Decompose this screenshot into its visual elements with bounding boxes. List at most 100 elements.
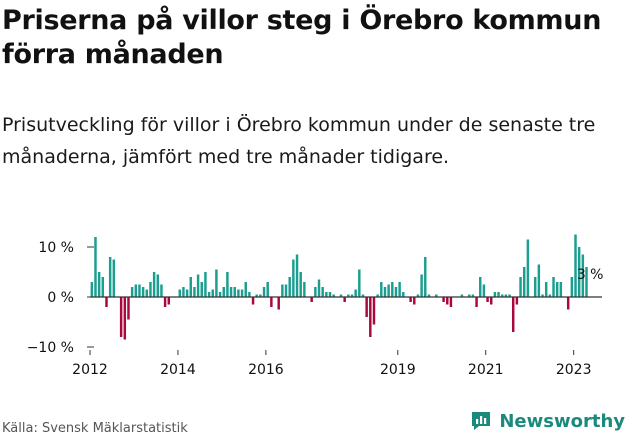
bar <box>248 292 251 297</box>
bar <box>270 297 273 307</box>
bar <box>570 277 574 297</box>
bar <box>511 297 515 332</box>
bar <box>574 234 577 297</box>
bar <box>577 247 581 297</box>
bar <box>468 294 471 297</box>
newsworthy-icon <box>472 412 491 430</box>
bar <box>449 297 453 307</box>
bar <box>134 284 138 297</box>
bar <box>365 297 368 317</box>
bar <box>446 297 449 305</box>
bar <box>548 294 552 297</box>
bar <box>94 237 97 297</box>
bar <box>339 294 343 297</box>
bar <box>90 282 94 297</box>
bar <box>262 287 266 297</box>
bar <box>321 287 324 297</box>
bar <box>185 289 189 297</box>
bar <box>504 294 508 297</box>
bar <box>372 297 376 325</box>
bar <box>167 297 171 305</box>
bar <box>493 292 497 297</box>
bar <box>152 272 156 297</box>
bar <box>119 297 123 337</box>
bar <box>112 259 116 297</box>
bar <box>222 287 225 297</box>
bar <box>369 297 372 337</box>
bar <box>196 274 200 297</box>
bar <box>402 292 405 297</box>
bar <box>160 284 163 297</box>
bar <box>361 294 365 297</box>
bar <box>299 272 302 297</box>
brand-name: Newsworthy <box>499 410 625 432</box>
bar <box>354 289 357 297</box>
page-subtitle: Prisutveckling för villor i Örebro kommu… <box>2 114 596 168</box>
bar <box>130 287 134 297</box>
bar <box>138 284 141 297</box>
bar <box>251 297 255 305</box>
x-tick-label: 2016 <box>248 362 284 378</box>
bar <box>215 269 218 297</box>
bar <box>350 294 354 297</box>
bar <box>105 297 108 307</box>
y-tick-label: 0 % <box>47 290 74 306</box>
bar <box>435 294 438 297</box>
bar <box>218 292 222 297</box>
y-tick-label: 10 % <box>38 240 74 256</box>
x-tick-label: 2019 <box>380 362 416 378</box>
bar <box>97 272 101 297</box>
bar <box>259 294 262 297</box>
bar <box>471 294 475 297</box>
bar <box>226 272 229 297</box>
bar <box>277 297 280 310</box>
bar <box>413 297 416 305</box>
bar <box>310 297 313 302</box>
bar <box>537 264 541 297</box>
bar <box>332 294 335 297</box>
bar <box>163 297 167 307</box>
bar <box>559 282 563 297</box>
bar <box>566 297 570 310</box>
bar <box>200 282 203 297</box>
last-value-label: 3 % <box>577 267 604 283</box>
bar <box>475 297 478 307</box>
bar-chart: 10 % 0 % −10 % 2012 2014 2016 2019 2021 2023 3 % <box>27 234 604 378</box>
bar <box>376 294 379 297</box>
bar <box>123 297 127 340</box>
bar <box>207 292 211 297</box>
bar <box>420 274 423 297</box>
bar <box>416 294 420 297</box>
bar <box>555 282 559 297</box>
bar <box>383 287 387 297</box>
bar <box>204 272 207 297</box>
bar <box>460 294 464 297</box>
bar <box>317 279 321 297</box>
bar <box>519 277 522 297</box>
bar <box>149 282 152 297</box>
bar <box>409 297 412 302</box>
bar <box>233 287 236 297</box>
bar <box>211 289 214 297</box>
bar <box>325 292 328 297</box>
bar <box>482 284 486 297</box>
bar <box>552 277 555 297</box>
bar <box>427 294 431 297</box>
x-tick-label: 2023 <box>556 362 592 378</box>
bar <box>544 282 548 297</box>
bar <box>189 277 192 297</box>
bar <box>288 277 291 297</box>
bar <box>490 297 493 305</box>
bar <box>581 254 585 297</box>
bar <box>237 289 240 297</box>
bar <box>343 297 346 302</box>
bar <box>295 254 299 297</box>
bar <box>244 282 247 297</box>
bar <box>284 284 288 297</box>
bar <box>266 282 269 297</box>
x-tick-label: 2021 <box>468 362 504 378</box>
bar <box>515 297 519 305</box>
bar <box>178 289 181 297</box>
bar <box>314 287 317 297</box>
bar <box>303 282 306 297</box>
